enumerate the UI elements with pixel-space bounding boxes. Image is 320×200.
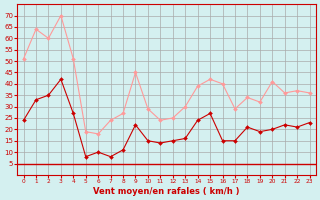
X-axis label: Vent moyen/en rafales ( km/h ): Vent moyen/en rafales ( km/h ) xyxy=(93,187,240,196)
